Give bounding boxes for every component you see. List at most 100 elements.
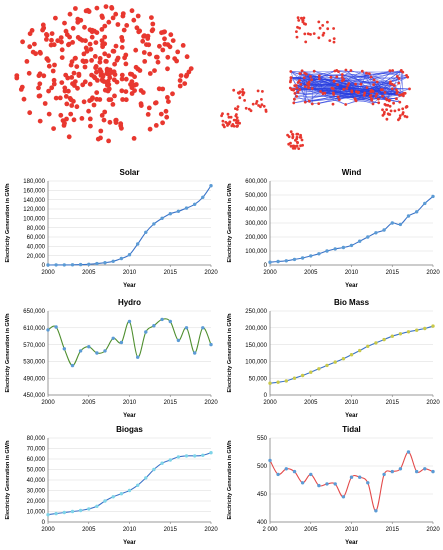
- data-point: [144, 330, 148, 334]
- network-node: [296, 25, 299, 29]
- data-point: [276, 472, 280, 477]
- data-point: [136, 242, 140, 246]
- network-node: [381, 108, 384, 112]
- network-node: [292, 101, 296, 105]
- y-tick-label: 20,000: [27, 254, 46, 260]
- network-node: [57, 95, 63, 101]
- data-point: [423, 201, 427, 206]
- network-node: [393, 109, 397, 113]
- network-node: [98, 128, 104, 134]
- network-node: [59, 80, 65, 85]
- network-node: [113, 11, 119, 17]
- network-node: [150, 27, 156, 33]
- network-node: [336, 83, 339, 86]
- network-node: [260, 103, 264, 106]
- network-node: [27, 110, 33, 116]
- network-node: [302, 16, 306, 20]
- network-node: [405, 115, 409, 119]
- network-edge: [324, 90, 352, 94]
- network-node: [157, 43, 162, 49]
- network-node: [289, 70, 293, 73]
- data-point: [349, 475, 354, 479]
- network-node: [68, 62, 74, 68]
- y-axis-label: Electricity Generation in GWh: [5, 183, 11, 263]
- data-point: [366, 235, 370, 239]
- y-tick-label: 50,000: [27, 468, 46, 474]
- network-node: [97, 59, 103, 65]
- network-node: [91, 74, 97, 80]
- network-node: [354, 82, 357, 86]
- network-edge: [293, 70, 336, 90]
- data-point: [193, 202, 197, 206]
- data-point: [333, 247, 337, 251]
- data-point: [193, 351, 197, 355]
- data-point: [209, 342, 213, 347]
- x-tick-label: 2020: [204, 270, 218, 276]
- network-node: [312, 69, 316, 73]
- network-node: [309, 33, 312, 36]
- biogas-chart: Biogas 0 10,000 20,000 30,000 40,000 50,000 60,…: [5, 425, 218, 546]
- network-node: [344, 103, 348, 106]
- network-node: [63, 72, 69, 78]
- network-node: [297, 147, 301, 151]
- x-tick-label: 2010: [345, 527, 359, 533]
- y-tick-label: 550: [257, 436, 268, 442]
- series-line: [269, 195, 434, 263]
- data-point: [168, 458, 172, 462]
- x-tick-label: 2005: [82, 400, 96, 406]
- network-node: [30, 49, 36, 55]
- network-node: [289, 130, 293, 134]
- network-node: [395, 97, 398, 101]
- y-axis-label: Electricity Generation in GWh: [5, 440, 11, 520]
- network-node: [88, 123, 93, 129]
- network-node: [118, 121, 124, 127]
- network-node: [318, 26, 322, 30]
- network-node: [298, 72, 302, 75]
- network-node: [87, 41, 93, 47]
- network-node: [99, 13, 105, 19]
- data-point: [300, 373, 305, 378]
- network-node: [367, 72, 371, 75]
- data-point: [317, 483, 321, 488]
- network-node: [385, 98, 389, 102]
- network-node: [112, 93, 117, 99]
- x-tick-label: 2000: [41, 400, 55, 406]
- network-node: [100, 42, 105, 47]
- network-node: [310, 87, 314, 90]
- x-tick-label: 2015: [386, 270, 400, 276]
- data-point: [103, 499, 107, 503]
- network-node: [397, 77, 401, 80]
- network-node: [236, 119, 240, 122]
- network-node: [241, 93, 245, 97]
- network-node: [51, 126, 56, 131]
- y-tick-label: 650,000: [23, 309, 45, 315]
- data-point: [136, 483, 140, 487]
- data-point: [54, 263, 58, 267]
- data-point: [382, 472, 386, 477]
- network-node: [149, 15, 154, 20]
- network-node: [236, 124, 240, 128]
- network-node: [55, 38, 61, 44]
- data-point: [358, 475, 362, 479]
- network-edge: [312, 99, 340, 105]
- network-node: [123, 97, 129, 103]
- network-node: [354, 98, 358, 102]
- network-node: [302, 76, 306, 80]
- x-tick-label: 2 000: [262, 527, 278, 533]
- network-node: [108, 97, 114, 102]
- network-node: [170, 91, 175, 97]
- data-point: [333, 482, 337, 486]
- network-node: [66, 88, 71, 94]
- data-point: [374, 341, 378, 345]
- network-node: [103, 4, 109, 9]
- network-node: [80, 82, 86, 88]
- x-axis-label: Year: [123, 540, 136, 546]
- x-tick-label: 2015: [386, 527, 400, 533]
- network-node: [241, 90, 245, 94]
- y-tick-label: 500,000: [245, 193, 267, 199]
- network-node: [37, 118, 43, 124]
- network-node: [184, 54, 190, 60]
- network-node: [153, 123, 159, 128]
- network-node: [46, 88, 51, 94]
- data-point: [136, 355, 140, 359]
